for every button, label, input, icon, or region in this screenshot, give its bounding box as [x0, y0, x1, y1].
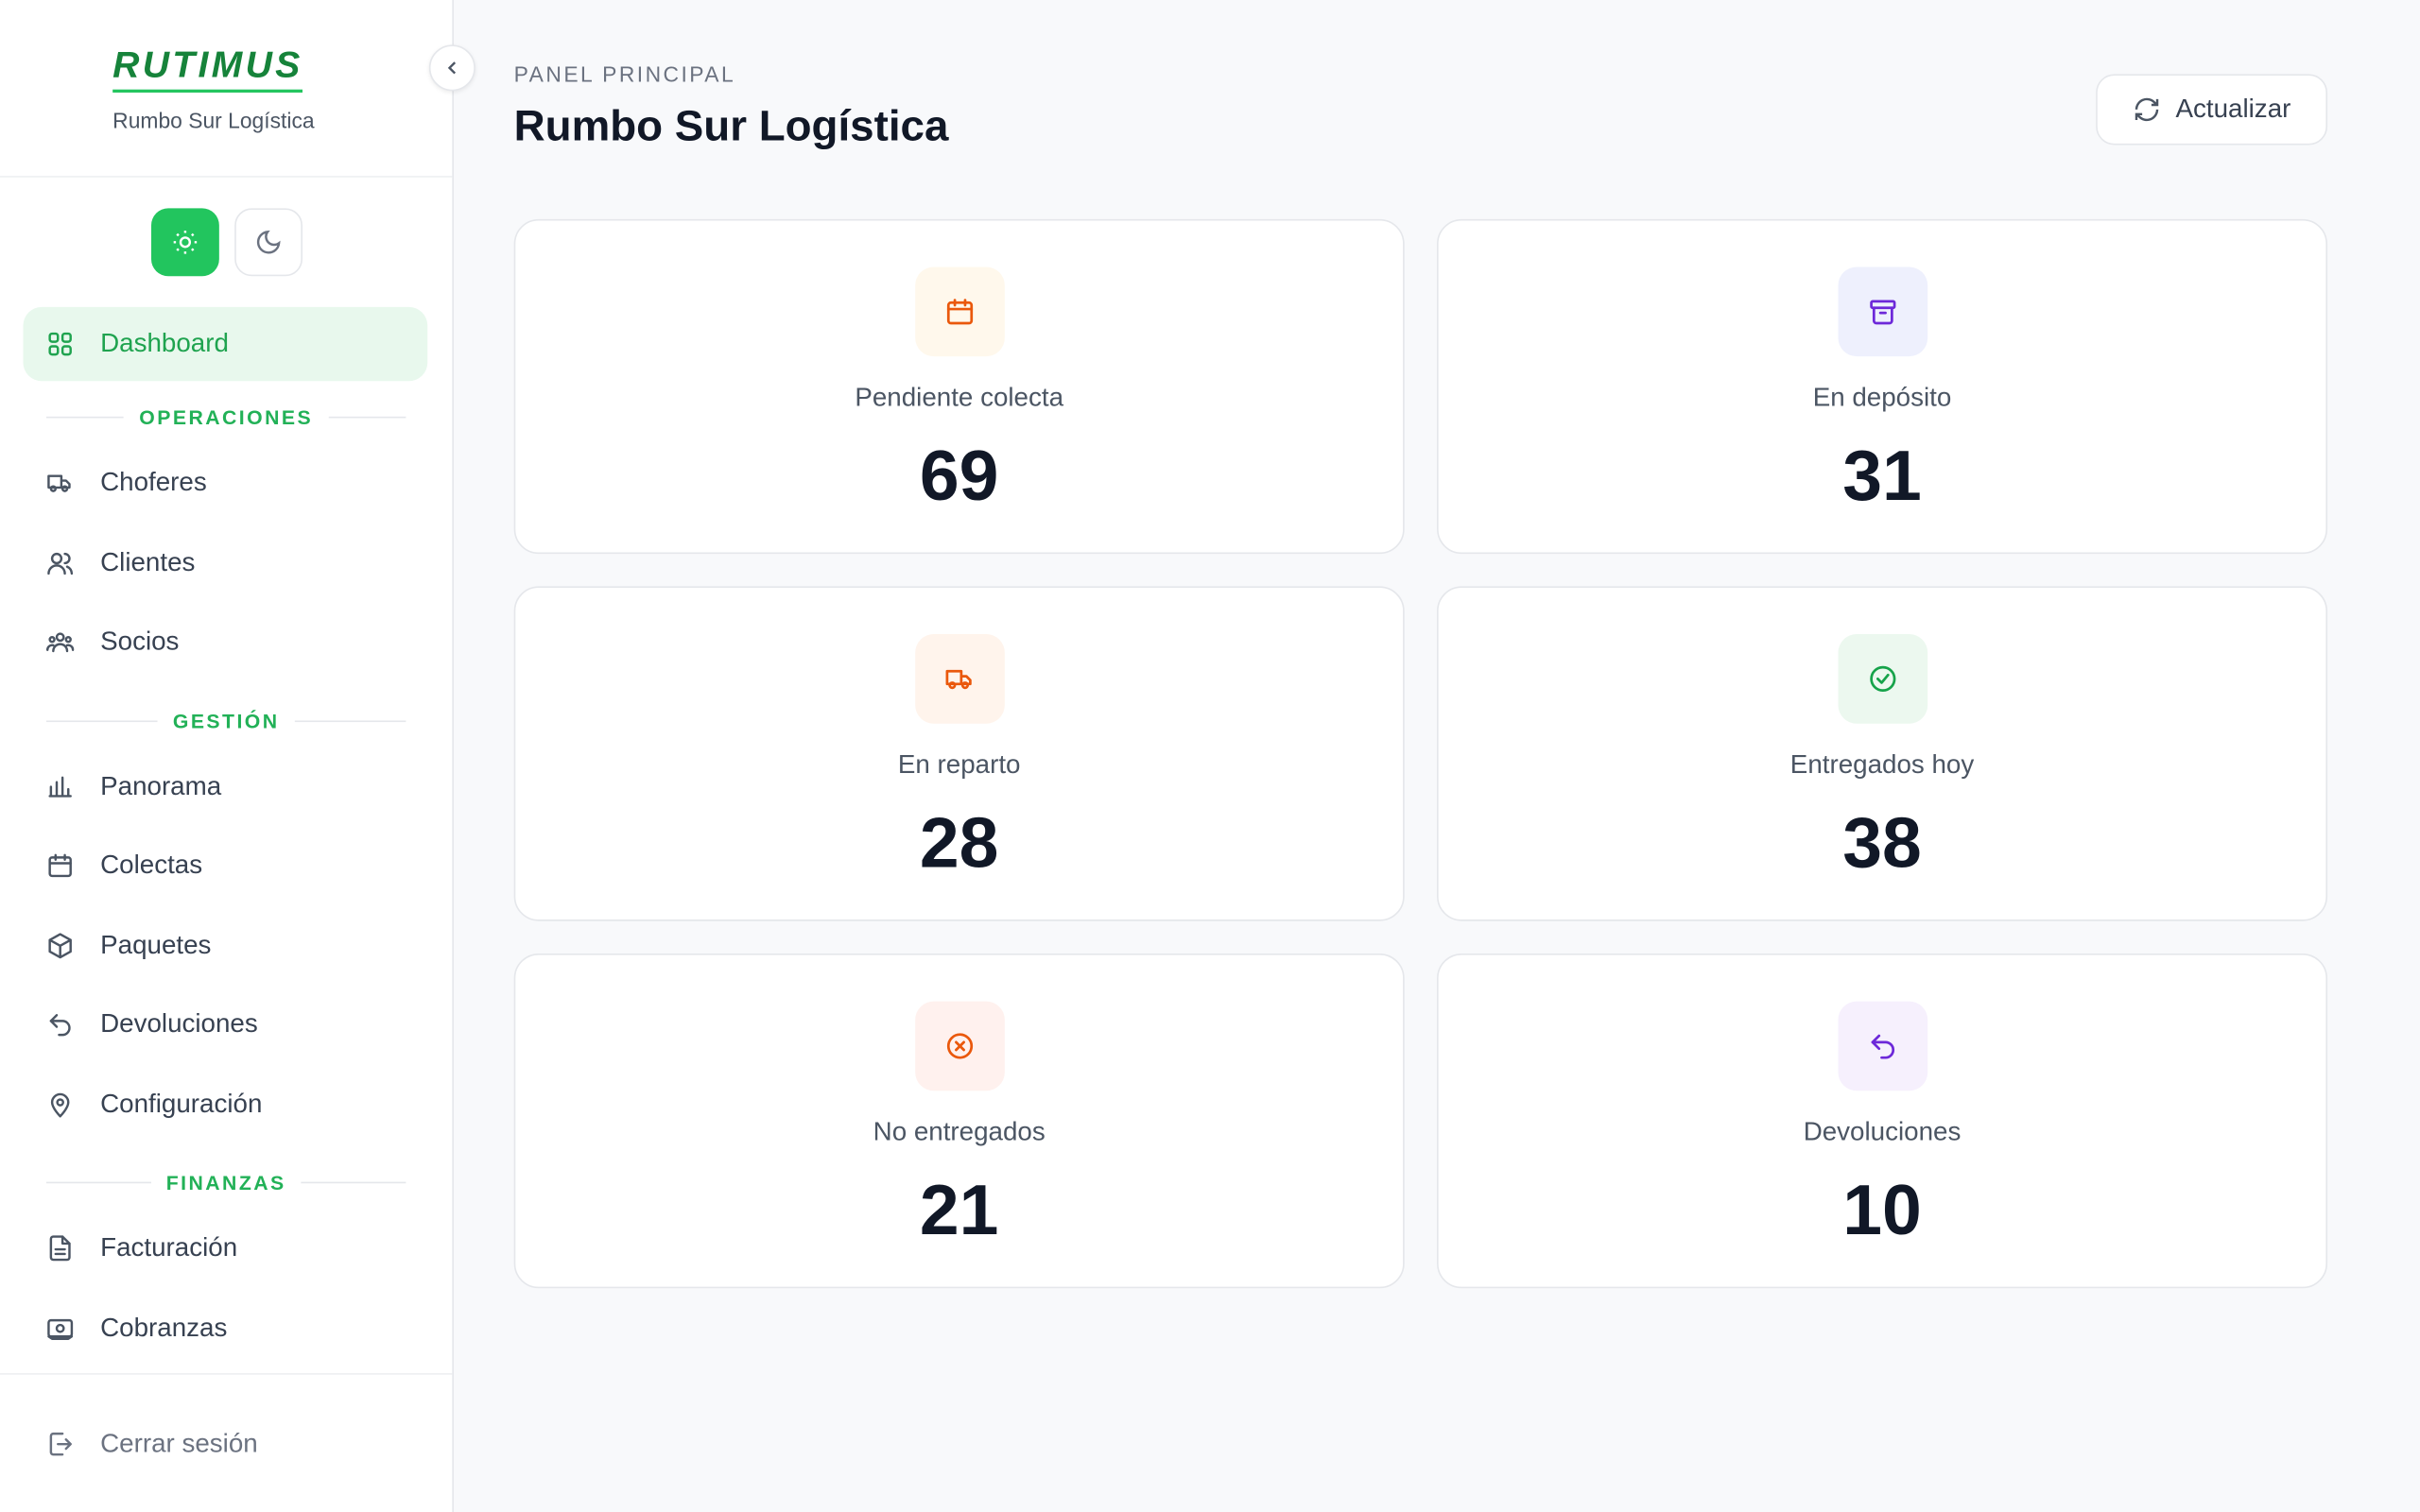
nav-item[interactable]: Paquetes: [23, 908, 427, 982]
nav-item[interactable]: Choferes: [23, 446, 427, 520]
subtitle: Rumbo Sur Logística: [112, 108, 315, 133]
icon: [945, 669, 972, 690]
icon: [946, 1033, 974, 1059]
icon-box: [915, 1001, 1005, 1091]
icon: [49, 1014, 71, 1037]
divider: [0, 1373, 453, 1375]
nav-label: Colectas: [100, 850, 203, 880]
eyebrow: PANEL PRINCIPAL: [513, 61, 736, 87]
nav-item[interactable]: Cobranzas: [23, 1291, 427, 1365]
icon: [1871, 1034, 1894, 1059]
card-value: 69: [919, 435, 999, 516]
stat-card[interactable]: En reparto 28: [513, 586, 1405, 921]
nav-label: Cobranzas: [100, 1312, 228, 1342]
icon: [45, 632, 75, 653]
nav-label: Choferes: [100, 467, 207, 497]
icon-box: [915, 266, 1005, 357]
nav-label: Socios: [100, 626, 180, 656]
icon: [49, 1235, 71, 1262]
card-label: En depósito: [1812, 382, 1952, 412]
nav-item[interactable]: Facturación: [23, 1211, 427, 1285]
icon: [49, 1432, 72, 1456]
page-title: Rumbo Sur Logística: [513, 101, 949, 150]
icon: [1870, 665, 1896, 692]
nav-label: Cerrar sesión: [100, 1428, 258, 1458]
button-label: Actualizar: [2175, 94, 2291, 124]
nav-label: Dashboard: [100, 328, 229, 358]
nav-item-active[interactable]: Dashboard: [23, 306, 428, 382]
icon: [48, 775, 72, 797]
nav-item[interactable]: Panorama: [23, 749, 427, 823]
nav-item[interactable]: Colectas: [23, 829, 427, 902]
nav-item[interactable]: Devoluciones: [23, 988, 427, 1061]
nav-item[interactable]: Configuración: [23, 1067, 427, 1141]
icon: [47, 552, 74, 575]
card-label: Entregados hoy: [1789, 749, 1975, 780]
card-label: Pendiente colecta: [855, 382, 1064, 412]
refresh-button[interactable]: Actualizar: [2096, 74, 2328, 146]
icon-box: [1838, 634, 1928, 724]
logout[interactable]: Cerrar sesión: [23, 1407, 427, 1481]
sidebar: RUTIMUS Rumbo Sur Logística Dashboard OPE…: [0, 0, 454, 1512]
logo[interactable]: RUTIMUS: [112, 43, 303, 93]
card-value: 31: [1842, 435, 1922, 516]
nav-item[interactable]: Socios: [23, 605, 427, 679]
dark-mode[interactable]: [234, 208, 302, 277]
card-value: 28: [919, 801, 999, 883]
nav-label: Facturación: [100, 1232, 238, 1263]
card-label: Devoluciones: [1803, 1117, 1962, 1147]
icon: [47, 1318, 74, 1340]
icon: [50, 1091, 70, 1117]
icon-box: [915, 634, 1005, 724]
nav-section: FINANZAS: [46, 1171, 406, 1194]
nav-section: GESTIÓN: [46, 709, 406, 731]
icon-box: [1838, 266, 1928, 357]
card-label: No entregados: [873, 1117, 1046, 1147]
nav-label: Panorama: [100, 770, 222, 800]
card-value: 10: [1842, 1169, 1922, 1250]
nav-label: Clientes: [100, 546, 196, 576]
nav-label: Configuración: [100, 1088, 263, 1118]
stat-card[interactable]: No entregados 21: [513, 953, 1405, 1289]
nav-label: Devoluciones: [100, 1008, 258, 1039]
stat-card[interactable]: En depósito 31: [1437, 218, 2328, 555]
nav-section: OPERACIONES: [46, 405, 406, 428]
stat-card[interactable]: Pendiente colecta 69: [513, 218, 1405, 555]
nav-label: Paquetes: [100, 929, 212, 959]
divider: [0, 176, 453, 178]
icon-box: [1838, 1001, 1928, 1091]
collapse-button[interactable]: [428, 44, 475, 92]
icon: [48, 332, 72, 356]
icon: [48, 853, 72, 878]
stat-card[interactable]: Devoluciones 10: [1437, 953, 2328, 1289]
card-value: 38: [1842, 801, 1922, 883]
icon: [1870, 300, 1896, 325]
icon: [946, 299, 974, 325]
card-label: En reparto: [897, 749, 1021, 780]
icon: [48, 932, 72, 958]
card-value: 21: [919, 1169, 999, 1250]
stat-card[interactable]: Entregados hoy 38: [1437, 586, 2328, 921]
icon: [47, 474, 71, 492]
nav-item[interactable]: Clientes: [23, 525, 427, 599]
light-mode[interactable]: [151, 208, 219, 277]
